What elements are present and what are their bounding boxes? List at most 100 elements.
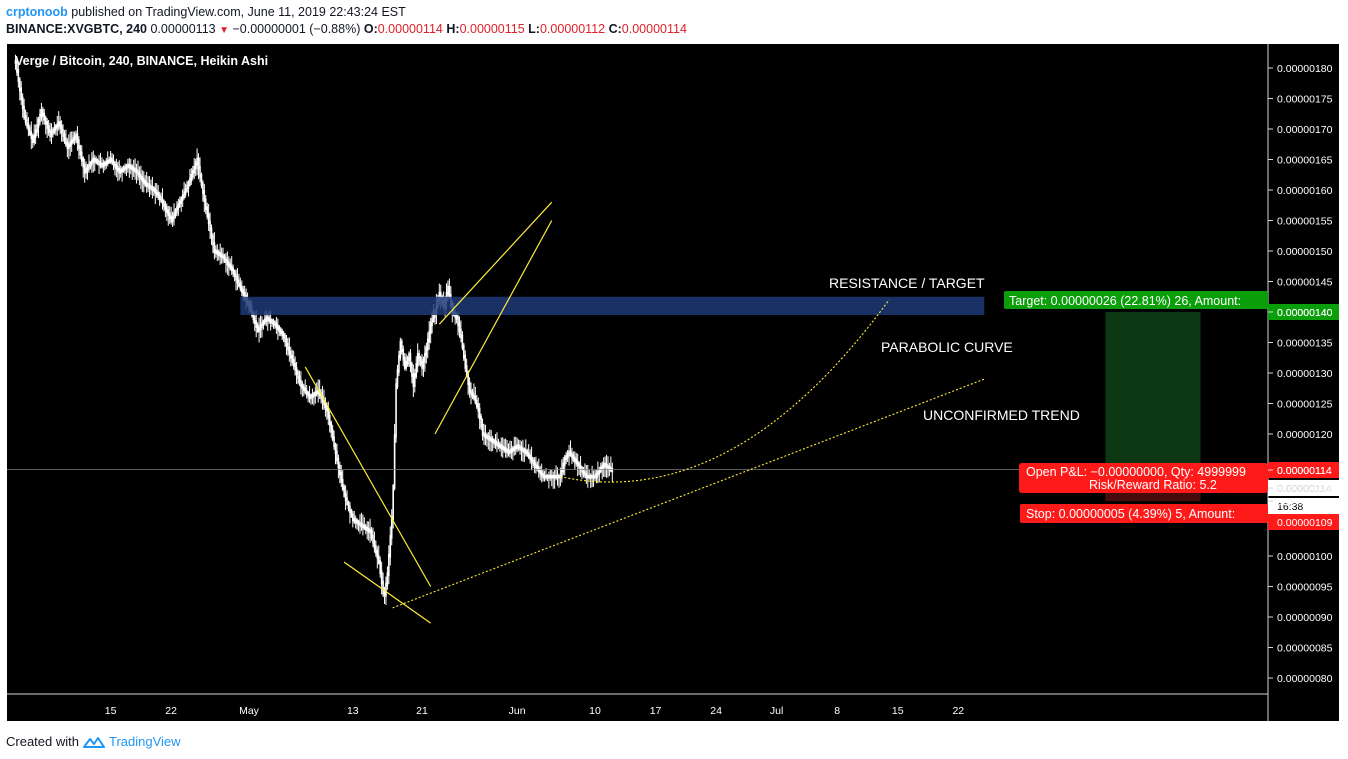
candle-body <box>262 320 265 327</box>
candle-body <box>154 188 157 194</box>
x-tick-label: Jun <box>509 705 526 717</box>
y-tick-label: 0.00000145 <box>1277 277 1333 289</box>
candle-body <box>461 334 464 349</box>
candle-body <box>429 322 432 335</box>
candle-body <box>367 527 370 533</box>
candle-body <box>530 456 533 463</box>
candle-body <box>506 448 508 454</box>
trend-label: UNCONFIRMED TREND <box>923 407 1080 423</box>
candle-body <box>83 163 86 174</box>
candle-body <box>52 129 54 135</box>
candle-body <box>493 439 495 444</box>
candle-body <box>584 470 586 477</box>
candle-body <box>86 165 89 172</box>
candle-body <box>352 513 354 522</box>
candle-body <box>151 186 154 191</box>
candle-body <box>310 394 312 400</box>
rising-wedge-lower-line <box>434 220 553 435</box>
candle-body <box>40 108 43 118</box>
candle-body <box>480 415 482 428</box>
y-tick-label: 0.00000140 <box>1277 307 1333 319</box>
candle-body <box>543 474 546 479</box>
candle-body <box>122 166 125 172</box>
candle-body <box>591 474 593 479</box>
candle-body <box>47 125 50 133</box>
candle-body <box>553 474 556 479</box>
candle-body <box>514 445 517 451</box>
x-tick-label: 15 <box>892 705 904 717</box>
candle-body <box>301 383 304 390</box>
price-chart[interactable]: Verge / Bitcoin, 240, BINANCE, Heikin As… <box>0 0 1348 725</box>
candle-body <box>372 534 374 544</box>
target-price-tag: 0.00000140 <box>1277 307 1333 319</box>
candle-body <box>536 464 539 471</box>
candle-body <box>91 159 93 166</box>
candle-body <box>261 322 263 329</box>
tradingview-link[interactable]: TradingView <box>108 734 181 749</box>
candle-body <box>148 184 151 189</box>
candle-body <box>229 263 232 270</box>
created-with-label: Created with <box>6 734 79 749</box>
candle-body <box>487 435 490 440</box>
y-tick-label: 0.00000180 <box>1277 63 1333 75</box>
candle-body <box>370 529 373 539</box>
candle-body <box>386 572 389 587</box>
candle-body <box>112 159 115 166</box>
candle-body <box>341 478 344 490</box>
candle-body <box>421 361 423 369</box>
candle-body <box>497 442 500 448</box>
candle-body <box>571 452 573 459</box>
candle-body <box>465 365 468 377</box>
candle-body <box>153 187 155 192</box>
candle-body <box>566 452 569 459</box>
low-value: 0.00000112 <box>539 22 606 36</box>
candle-body <box>72 137 74 144</box>
candle-body <box>150 185 152 190</box>
candle-body <box>470 389 472 396</box>
candle-body <box>447 285 449 296</box>
candle-body <box>137 169 139 176</box>
y-tick-label: 0.00000114 <box>1277 483 1332 495</box>
candle-body <box>540 470 543 477</box>
candle-body <box>474 395 477 404</box>
candle-body <box>425 346 428 357</box>
candle-body <box>63 133 66 141</box>
candle-body <box>463 344 465 359</box>
candle-body <box>405 361 407 369</box>
low-label: L: <box>528 22 540 36</box>
candle-body <box>517 444 520 450</box>
pnl-label: Open P&L: −0.00000000, Qty: 4999999 <box>1026 465 1246 479</box>
author-link[interactable]: crptonoob <box>6 5 68 19</box>
candle-body <box>592 474 595 479</box>
candle-body <box>395 383 397 438</box>
price-change: −0.00000001 (−0.88%) <box>232 22 361 36</box>
y-tick-label: 0.00000109 <box>1277 496 1333 508</box>
candle-body <box>578 462 580 469</box>
candle-body <box>294 363 296 371</box>
candle-body <box>31 135 34 144</box>
candle-body <box>121 167 123 173</box>
target-price-tag-bg <box>1268 304 1339 320</box>
open-value: 0.00000114 <box>377 22 443 36</box>
candle-body <box>574 456 576 463</box>
candle-body <box>380 570 383 585</box>
x-tick-label: 21 <box>416 705 428 717</box>
candle-body <box>232 267 234 275</box>
candle-body <box>510 448 513 454</box>
candle-body <box>326 404 328 412</box>
candle-body <box>173 212 175 220</box>
candle-body <box>416 352 419 367</box>
candle-body <box>321 395 324 403</box>
candle-body <box>190 173 193 182</box>
x-tick-label: Jul <box>770 705 783 717</box>
candle-body <box>128 163 131 169</box>
candle-body <box>76 133 79 144</box>
candle-body <box>426 338 429 351</box>
candle-body <box>478 407 481 420</box>
candle-body <box>228 261 230 268</box>
candle-body <box>134 167 136 173</box>
falling-wedge-upper-line <box>304 366 432 587</box>
candle-body <box>145 182 148 187</box>
candle-body <box>486 434 488 439</box>
candle-body <box>144 180 146 186</box>
